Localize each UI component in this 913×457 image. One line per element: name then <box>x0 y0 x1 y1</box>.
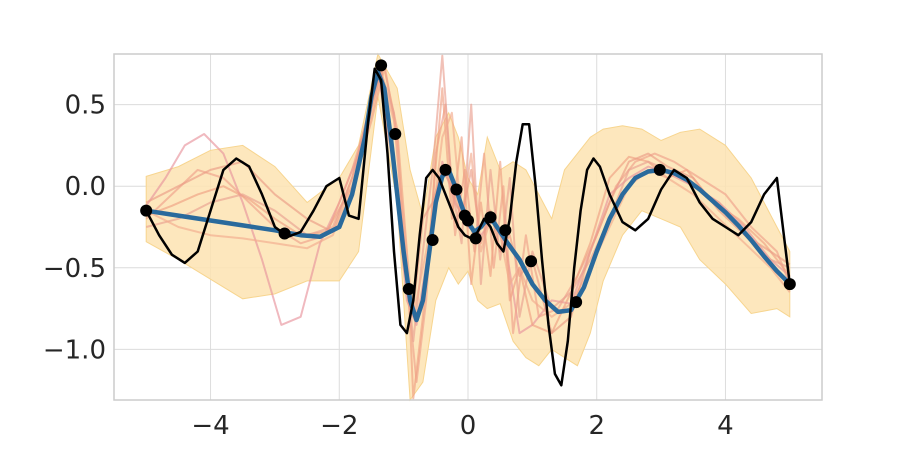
observation-point <box>450 183 463 196</box>
y-tick-label: 0.5 <box>65 91 106 121</box>
observation-point <box>570 296 583 309</box>
x-tick-label: 4 <box>717 411 734 441</box>
observation-point <box>484 211 497 224</box>
plot-frame <box>113 53 823 401</box>
x-tick-label: 2 <box>588 411 605 441</box>
observation-point <box>653 163 666 176</box>
observation-point <box>426 234 439 247</box>
y-tick-label: −1.0 <box>43 335 106 365</box>
observation-point <box>375 59 388 72</box>
observation-point <box>525 255 538 268</box>
observation-point <box>469 232 482 245</box>
observation-point <box>278 227 291 240</box>
observation-point <box>499 224 512 237</box>
observation-point <box>783 278 796 291</box>
x-tick-label: −2 <box>320 411 358 441</box>
posterior-sample-line <box>145 54 791 343</box>
observations-layer <box>140 59 796 309</box>
observation-point <box>140 204 153 217</box>
tick-labels: −4 −2 0 2 4 0.5 0.0 −0.5 −1.0 <box>43 91 734 441</box>
observation-point <box>439 163 452 176</box>
y-tick-label: 0.0 <box>65 172 106 202</box>
x-tick-label: −4 <box>191 411 229 441</box>
x-tick-label: 0 <box>460 411 477 441</box>
observation-point <box>389 127 402 140</box>
observation-point <box>462 214 474 227</box>
y-tick-label: −0.5 <box>43 254 106 284</box>
observation-point <box>402 283 415 296</box>
